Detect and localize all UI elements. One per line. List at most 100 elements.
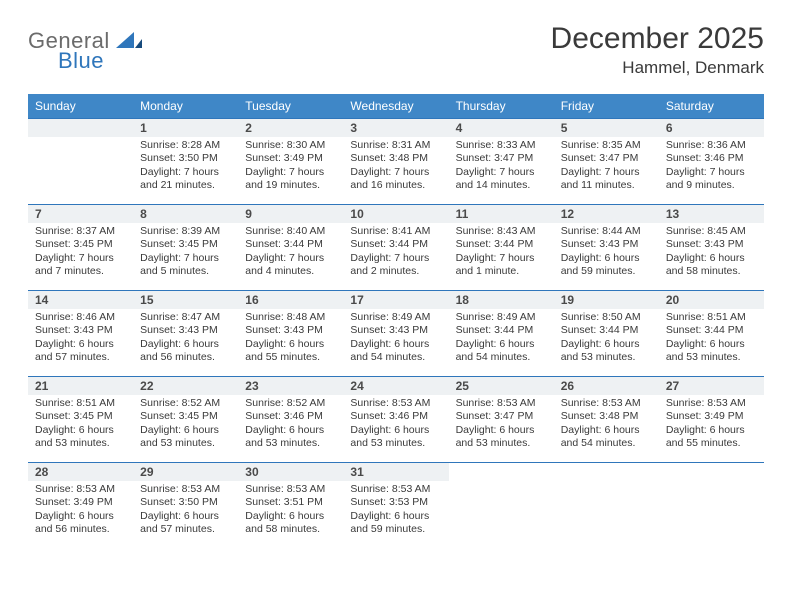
day-detail-line: Daylight: 6 hours <box>245 510 336 523</box>
day-detail-line: Sunset: 3:49 PM <box>245 152 336 165</box>
day-detail-line: Daylight: 6 hours <box>666 338 757 351</box>
day-details: Sunrise: 8:51 AMSunset: 3:45 PMDaylight:… <box>28 395 133 455</box>
day-detail-line: and 53 minutes. <box>350 437 441 450</box>
day-detail-line: Sunrise: 8:49 AM <box>456 311 547 324</box>
month-title: December 2025 <box>551 22 764 56</box>
day-detail-line: Sunrise: 8:44 AM <box>561 225 652 238</box>
day-detail-line: and 14 minutes. <box>456 179 547 192</box>
day-detail-line: Sunset: 3:48 PM <box>561 410 652 423</box>
brand-part2: Blue <box>58 48 104 73</box>
calendar-day-cell: 27Sunrise: 8:53 AMSunset: 3:49 PMDayligh… <box>659 377 764 463</box>
day-detail-line: Sunrise: 8:30 AM <box>245 139 336 152</box>
header: General Blue December 2025 Hammel, Denma… <box>28 22 764 80</box>
day-detail-line: Sunrise: 8:31 AM <box>350 139 441 152</box>
day-number <box>28 119 133 137</box>
day-detail-line: Daylight: 7 hours <box>561 166 652 179</box>
calendar-day-cell <box>659 463 764 549</box>
title-block: December 2025 Hammel, Denmark <box>551 22 764 78</box>
day-details: Sunrise: 8:37 AMSunset: 3:45 PMDaylight:… <box>28 223 133 283</box>
day-detail-line: Sunset: 3:44 PM <box>456 238 547 251</box>
day-detail-line: Sunset: 3:51 PM <box>245 496 336 509</box>
day-detail-line: Daylight: 6 hours <box>350 510 441 523</box>
day-detail-line: Daylight: 6 hours <box>666 252 757 265</box>
day-detail-line: Daylight: 6 hours <box>561 252 652 265</box>
weekday-header: Thursday <box>449 94 554 119</box>
day-detail-line: and 54 minutes. <box>350 351 441 364</box>
day-detail-line: Sunrise: 8:39 AM <box>140 225 231 238</box>
day-detail-line: and 16 minutes. <box>350 179 441 192</box>
day-details: Sunrise: 8:52 AMSunset: 3:45 PMDaylight:… <box>133 395 238 455</box>
calendar-day-cell <box>554 463 659 549</box>
day-detail-line: Sunrise: 8:33 AM <box>456 139 547 152</box>
calendar-week-row: 28Sunrise: 8:53 AMSunset: 3:49 PMDayligh… <box>28 463 764 549</box>
day-number: 9 <box>238 205 343 223</box>
day-number: 20 <box>659 291 764 309</box>
calendar-day-cell: 19Sunrise: 8:50 AMSunset: 3:44 PMDayligh… <box>554 291 659 377</box>
day-detail-line: Sunset: 3:45 PM <box>140 238 231 251</box>
day-details: Sunrise: 8:40 AMSunset: 3:44 PMDaylight:… <box>238 223 343 283</box>
calendar-day-cell: 28Sunrise: 8:53 AMSunset: 3:49 PMDayligh… <box>28 463 133 549</box>
calendar-day-cell: 20Sunrise: 8:51 AMSunset: 3:44 PMDayligh… <box>659 291 764 377</box>
day-number: 10 <box>343 205 448 223</box>
day-detail-line: Sunset: 3:43 PM <box>350 324 441 337</box>
day-number: 21 <box>28 377 133 395</box>
calendar-day-cell: 14Sunrise: 8:46 AMSunset: 3:43 PMDayligh… <box>28 291 133 377</box>
day-details <box>449 481 554 531</box>
calendar-day-cell: 31Sunrise: 8:53 AMSunset: 3:53 PMDayligh… <box>343 463 448 549</box>
day-detail-line: Sunset: 3:43 PM <box>35 324 126 337</box>
day-number: 12 <box>554 205 659 223</box>
day-detail-line: Sunset: 3:47 PM <box>456 410 547 423</box>
calendar-day-cell: 24Sunrise: 8:53 AMSunset: 3:46 PMDayligh… <box>343 377 448 463</box>
day-number: 31 <box>343 463 448 481</box>
calendar-day-cell: 23Sunrise: 8:52 AMSunset: 3:46 PMDayligh… <box>238 377 343 463</box>
day-details: Sunrise: 8:45 AMSunset: 3:43 PMDaylight:… <box>659 223 764 283</box>
calendar-day-cell: 22Sunrise: 8:52 AMSunset: 3:45 PMDayligh… <box>133 377 238 463</box>
day-detail-line: and 53 minutes. <box>140 437 231 450</box>
calendar-day-cell <box>449 463 554 549</box>
weekday-header: Wednesday <box>343 94 448 119</box>
day-detail-line: Sunrise: 8:52 AM <box>140 397 231 410</box>
calendar-table: SundayMondayTuesdayWednesdayThursdayFrid… <box>28 94 764 549</box>
day-details: Sunrise: 8:35 AMSunset: 3:47 PMDaylight:… <box>554 137 659 197</box>
day-detail-line: Daylight: 6 hours <box>245 338 336 351</box>
day-detail-line: Sunrise: 8:41 AM <box>350 225 441 238</box>
day-detail-line: Sunrise: 8:53 AM <box>456 397 547 410</box>
day-detail-line: and 7 minutes. <box>35 265 126 278</box>
day-detail-line: Sunset: 3:49 PM <box>35 496 126 509</box>
day-number: 25 <box>449 377 554 395</box>
weekday-header: Friday <box>554 94 659 119</box>
brand-logo: General Blue <box>28 22 142 80</box>
day-detail-line: Sunrise: 8:45 AM <box>666 225 757 238</box>
day-number: 1 <box>133 119 238 137</box>
day-detail-line: and 57 minutes. <box>35 351 126 364</box>
day-number: 26 <box>554 377 659 395</box>
day-details: Sunrise: 8:30 AMSunset: 3:49 PMDaylight:… <box>238 137 343 197</box>
day-detail-line: Sunset: 3:45 PM <box>140 410 231 423</box>
day-detail-line: and 21 minutes. <box>140 179 231 192</box>
calendar-week-row: 1Sunrise: 8:28 AMSunset: 3:50 PMDaylight… <box>28 119 764 205</box>
day-detail-line: Sunset: 3:48 PM <box>350 152 441 165</box>
weekday-header: Saturday <box>659 94 764 119</box>
day-detail-line: Sunrise: 8:46 AM <box>35 311 126 324</box>
day-details: Sunrise: 8:41 AMSunset: 3:44 PMDaylight:… <box>343 223 448 283</box>
day-detail-line: Daylight: 6 hours <box>140 510 231 523</box>
day-detail-line: Sunset: 3:50 PM <box>140 152 231 165</box>
day-detail-line: Sunrise: 8:47 AM <box>140 311 231 324</box>
day-details: Sunrise: 8:50 AMSunset: 3:44 PMDaylight:… <box>554 309 659 369</box>
calendar-day-cell: 15Sunrise: 8:47 AMSunset: 3:43 PMDayligh… <box>133 291 238 377</box>
brand-text: General Blue <box>28 28 142 80</box>
day-detail-line: and 56 minutes. <box>35 523 126 536</box>
day-details: Sunrise: 8:53 AMSunset: 3:47 PMDaylight:… <box>449 395 554 455</box>
day-detail-line: Sunrise: 8:35 AM <box>561 139 652 152</box>
day-number: 4 <box>449 119 554 137</box>
day-detail-line: and 53 minutes. <box>245 437 336 450</box>
day-details: Sunrise: 8:53 AMSunset: 3:48 PMDaylight:… <box>554 395 659 455</box>
day-details <box>554 481 659 531</box>
day-number: 17 <box>343 291 448 309</box>
day-detail-line: and 9 minutes. <box>666 179 757 192</box>
day-number: 11 <box>449 205 554 223</box>
day-detail-line: Daylight: 7 hours <box>140 252 231 265</box>
day-detail-line: Sunset: 3:47 PM <box>561 152 652 165</box>
day-detail-line: Sunset: 3:45 PM <box>35 238 126 251</box>
day-detail-line: Daylight: 7 hours <box>35 252 126 265</box>
